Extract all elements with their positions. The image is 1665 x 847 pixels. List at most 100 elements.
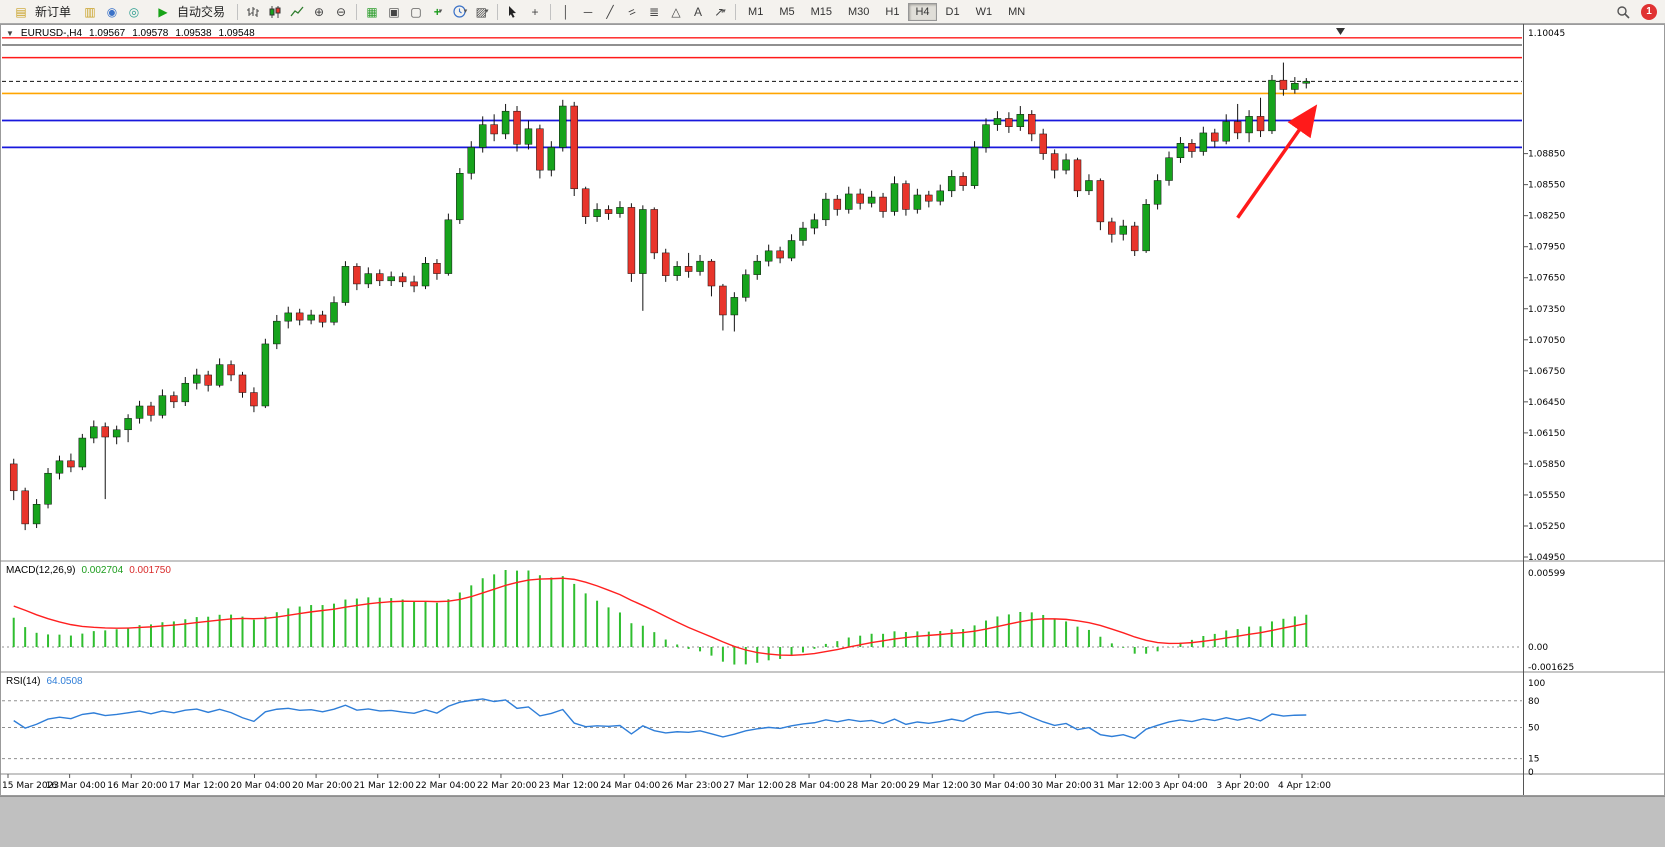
candlestick: [799, 227, 807, 241]
template-icon[interactable]: ▨ ▾: [475, 4, 489, 19]
timeframe-m1-button[interactable]: M1: [741, 3, 770, 21]
vertical-line-tool-icon[interactable]: │: [562, 4, 570, 19]
line-chart-mode-icon[interactable]: [287, 2, 307, 22]
candlestick: [376, 273, 384, 282]
candlestick: [467, 147, 476, 174]
candlestick: [719, 285, 727, 316]
candlestick: [78, 437, 87, 468]
time-axis-label: 29 Mar 12:00: [908, 781, 968, 791]
price-axis-label: 1.08850: [1528, 150, 1565, 160]
candlestick: [776, 250, 784, 259]
candlestick: [1153, 180, 1162, 205]
price-axis-label: 1.10045: [1528, 29, 1565, 39]
candlestick: [581, 188, 590, 217]
candlestick-mode-icon[interactable]: [265, 2, 285, 22]
chart-shift-marker[interactable]: [1336, 28, 1345, 35]
time-axis-label: 24 Mar 04:00: [600, 781, 660, 791]
timeframe-w1-button[interactable]: W1: [969, 3, 1000, 21]
price-axis-label: 1.07350: [1528, 305, 1565, 315]
price-axis-label: 1.06750: [1528, 367, 1565, 377]
candlestick: [1028, 114, 1036, 135]
bar-chart-mode-icon[interactable]: [243, 2, 263, 22]
candlestick: [318, 314, 327, 323]
candlestick: [1085, 180, 1093, 192]
candlestick: [44, 472, 52, 505]
candlestick: [890, 183, 899, 212]
timeframe-mn-button[interactable]: MN: [1001, 3, 1032, 21]
zoom-in-icon[interactable]: ⊕: [314, 4, 325, 19]
horizontal-line-tool-icon[interactable]: ─: [583, 4, 593, 19]
candlestick: [1268, 79, 1276, 132]
candlestick: [307, 314, 315, 321]
period-clock-icon[interactable]: ▾: [450, 2, 470, 22]
macd-axis-label: -0.001625: [1528, 663, 1574, 673]
chart-title: ▼ EURUSD-,H4 1.09567 1.09578 1.09538 1.0…: [6, 28, 255, 39]
candlestick: [684, 266, 693, 272]
timeframe-h1-button[interactable]: H1: [878, 3, 906, 21]
timeframe-m5-button[interactable]: M5: [772, 3, 801, 21]
candlestick: [1165, 157, 1173, 181]
macd-name: MACD(12,26,9): [6, 565, 76, 576]
add-indicator-icon[interactable]: + ▾: [433, 4, 443, 19]
chevron-down-icon: ▾: [463, 8, 468, 15]
candlestick: [1142, 204, 1150, 252]
candlestick: [856, 193, 864, 204]
symbol-dropdown-icon[interactable]: ▼: [6, 29, 14, 38]
cursor-tool-icon[interactable]: [503, 2, 523, 22]
tile-windows-icon[interactable]: ▦: [366, 4, 378, 19]
market-watch-icon[interactable]: ▥: [84, 4, 96, 19]
rsi-axis-label: 50: [1528, 724, 1540, 734]
data-window-icon[interactable]: ◉: [106, 4, 118, 19]
candlestick: [604, 209, 613, 214]
channel-tool-icon[interactable]: =: [625, 3, 639, 20]
candlestick: [673, 266, 681, 276]
cascade-windows-icon[interactable]: ▣: [388, 4, 400, 19]
trendline-tool-icon[interactable]: ╱: [606, 4, 614, 19]
ohlc-close: 1.09548: [218, 28, 255, 39]
rsi-name: RSI(14): [6, 676, 41, 687]
fibonacci-tool-icon[interactable]: ≣: [649, 4, 660, 19]
time-axis-label: 21 Mar 12:00: [354, 781, 414, 791]
candlestick: [181, 382, 190, 403]
chevron-down-icon: ▾: [722, 8, 726, 15]
arrows-tool-icon[interactable]: ↗ ▾: [714, 4, 726, 19]
candlestick: [204, 374, 212, 386]
candlestick: [1062, 159, 1070, 171]
time-axis-label: 22 Mar 04:00: [415, 781, 475, 791]
toolbar-separator: [497, 3, 499, 20]
candlestick: [936, 190, 944, 202]
annotation-arrow[interactable]: [1236, 104, 1318, 219]
candlestick: [1108, 221, 1116, 235]
candlestick: [959, 176, 967, 186]
toolbar-separator: [550, 3, 552, 20]
candlestick: [341, 266, 350, 303]
text-tool-icon[interactable]: A: [694, 4, 703, 19]
price-axis-label: 1.08250: [1528, 212, 1565, 222]
crosshair-tool-icon[interactable]: +: [531, 4, 539, 19]
ohlc-open: 1.09567: [89, 28, 126, 39]
time-axis-label: 30 Mar 20:00: [1032, 781, 1092, 791]
time-axis-label: 30 Mar 04:00: [970, 781, 1030, 791]
shapes-tool-icon[interactable]: △: [671, 4, 681, 19]
price-chart-canvas[interactable]: 1.08850 1.08550 1.08250 1.07950 1.07650 1.073…: [0, 24, 1665, 796]
navigator-icon[interactable]: ◎: [128, 4, 140, 19]
candlestick: [627, 207, 636, 274]
arrange-windows-icon[interactable]: ▢: [410, 4, 422, 19]
timeframe-d1-button[interactable]: D1: [939, 3, 967, 21]
notification-badge[interactable]: 1: [1641, 3, 1657, 20]
macd-signal-value: 0.001750: [129, 565, 171, 576]
candlestick: [444, 219, 453, 274]
timeframe-m15-button[interactable]: M15: [804, 3, 839, 21]
new-order-button[interactable]: ▤ 新订单: [4, 2, 78, 22]
zoom-out-icon[interactable]: ⊖: [336, 4, 347, 19]
candlestick: [192, 374, 201, 384]
candlestick: [524, 128, 533, 145]
autotrading-button[interactable]: ▶ 自动交易: [146, 2, 232, 22]
timeframe-m30-button[interactable]: M30: [841, 3, 876, 21]
timeframe-h4-button[interactable]: H4: [908, 2, 937, 21]
candlestick: [661, 252, 670, 276]
search-icon[interactable]: [1613, 2, 1633, 22]
candlestick: [478, 124, 487, 148]
candlestick: [513, 110, 521, 145]
